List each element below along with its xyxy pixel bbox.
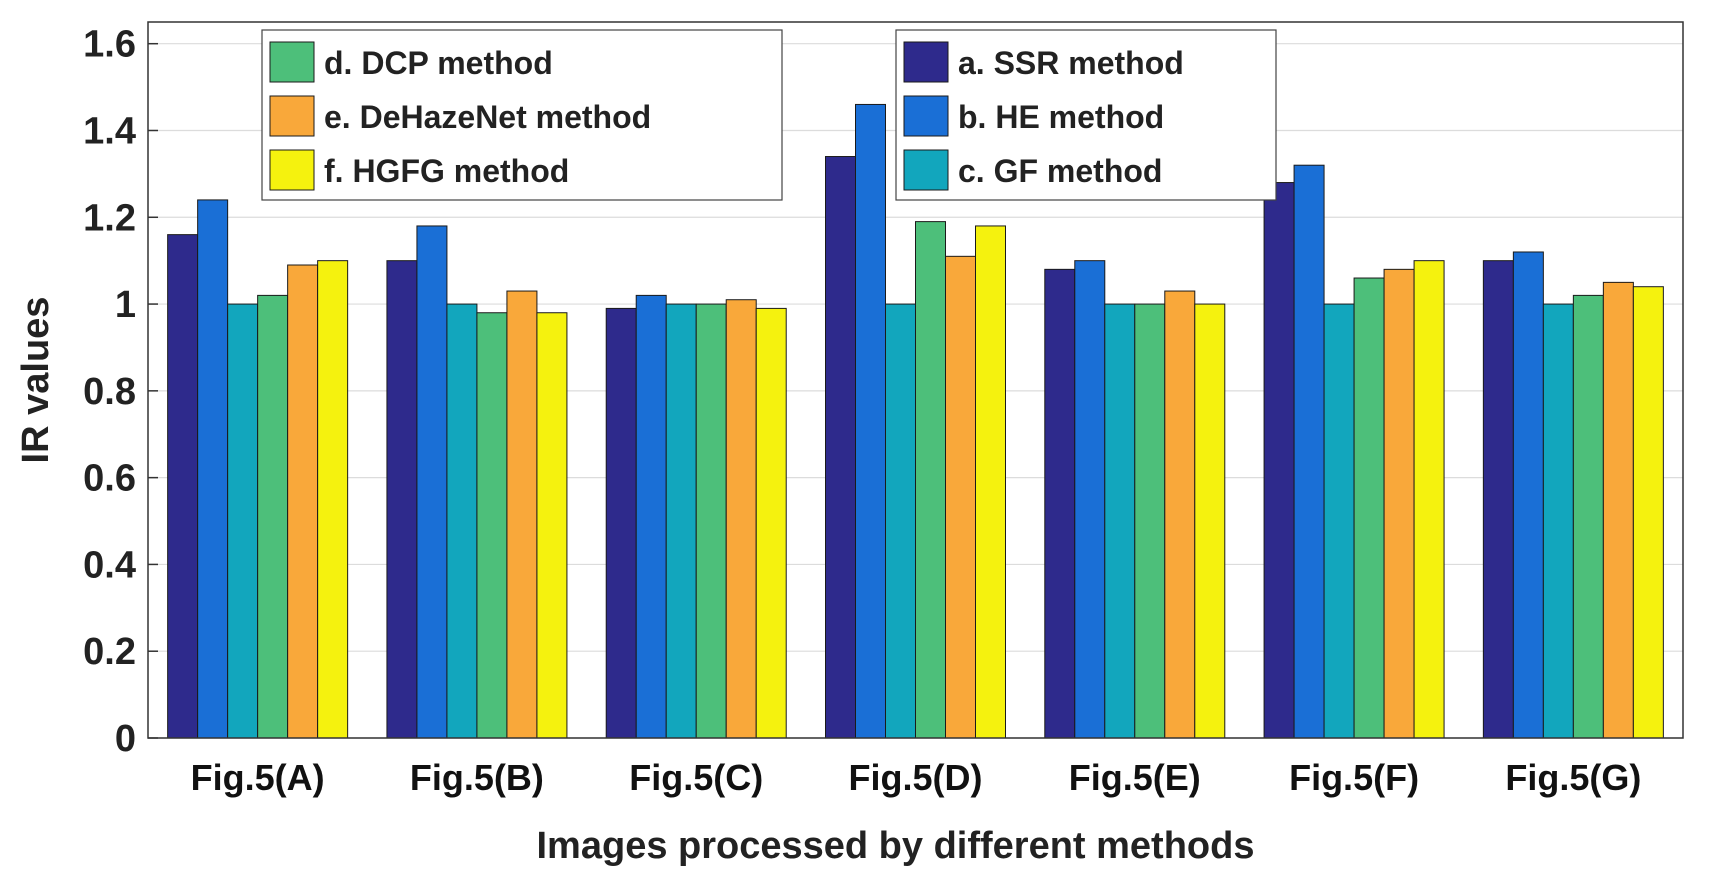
bar-fig5c-series-5 <box>725 299 757 739</box>
bar-fig5b-series-5 <box>506 290 538 739</box>
bar-fig5g-series-5 <box>1602 281 1634 739</box>
legend-label: f. HGFG method <box>324 153 569 189</box>
x-category-label: Fig.5(G) <box>1505 757 1641 798</box>
x-category-label: Fig.5(E) <box>1069 757 1201 798</box>
legend-swatch <box>269 95 315 137</box>
plot-frame <box>147 21 1684 739</box>
bar-fig5f-series-2 <box>1293 164 1325 739</box>
bar-fig5f-series-6 <box>1413 260 1445 739</box>
legend-box <box>895 29 1277 201</box>
bar-fig5b-series-1 <box>386 260 418 739</box>
bar-fig5e-series-3 <box>1104 303 1136 739</box>
x-category-label: Fig.5(D) <box>849 757 983 798</box>
bar-fig5c-series-1 <box>605 307 637 739</box>
bar-fig5d-series-6 <box>975 225 1006 739</box>
bar-fig5e-series-2 <box>1074 260 1106 739</box>
bar-fig5c-series-3 <box>665 303 697 739</box>
bars <box>167 103 1664 739</box>
y-tick-label: 1.4 <box>83 110 136 152</box>
legends: d. DCP method e. DeHazeNet method f. HGFG … <box>261 29 1277 201</box>
bar-fig5f-series-5 <box>1383 268 1415 739</box>
legend-label: b. HE method <box>958 99 1164 135</box>
legend-top-center: a. SSR method b. HE method c. GF method <box>895 29 1277 201</box>
y-tick-label: 0.6 <box>83 458 136 500</box>
legend-box <box>261 29 783 201</box>
y-tick-label: 1 <box>115 284 136 326</box>
legend-label: a. SSR method <box>958 45 1184 81</box>
bar-fig5e-series-1 <box>1044 268 1076 739</box>
x-axis-title: Images processed by different methods <box>537 825 1255 867</box>
bar-fig5e-series-4 <box>1134 303 1166 739</box>
bar-fig5a-series-2 <box>197 199 229 739</box>
bar-fig5f-series-3 <box>1323 303 1355 739</box>
legend-swatch <box>903 95 949 137</box>
x-axis-categories: Fig.5(A) Fig.5(B) Fig.5(C) Fig.5(D) Fig.5(E)… <box>191 757 1642 798</box>
bar-fig5g-series-2 <box>1512 251 1544 739</box>
bar-fig5g-series-3 <box>1542 303 1574 739</box>
x-category-label: Fig.5(F) <box>1289 757 1419 798</box>
x-category-label: Fig.5(B) <box>410 757 544 798</box>
bar-fig5c-series-4 <box>695 303 727 739</box>
bar-fig5d-series-1 <box>825 156 856 739</box>
bar-fig5a-series-1 <box>167 234 199 739</box>
x-category-label: Fig.5(C) <box>629 757 763 798</box>
bar-fig5a-series-3 <box>227 303 259 739</box>
bar-fig5g-series-1 <box>1482 260 1514 739</box>
y-tick-label: 0.2 <box>83 631 136 673</box>
bar-fig5d-series-2 <box>855 103 886 739</box>
bar-fig5c-series-6 <box>755 307 787 739</box>
y-tick-label: 0.8 <box>83 371 136 413</box>
legend-swatch <box>903 41 949 83</box>
legend-label: d. DCP method <box>324 45 553 81</box>
legend-swatch <box>269 41 315 83</box>
bar-fig5d-series-5 <box>945 255 976 739</box>
bar-fig5b-series-6 <box>536 312 568 739</box>
bar-fig5g-series-4 <box>1572 294 1604 739</box>
bar-fig5g-series-6 <box>1632 286 1664 739</box>
legend-swatch <box>269 149 315 191</box>
bar-fig5f-series-4 <box>1353 277 1385 739</box>
bar-fig5e-series-6 <box>1194 303 1226 739</box>
y-axis-ticks: 0 0.2 0.4 0.6 0.8 1 1.2 1.4 1.6 <box>83 24 158 760</box>
y-tick-label: 1.6 <box>83 24 136 66</box>
bar-fig5d-series-3 <box>885 303 916 739</box>
y-tick-label: 1.2 <box>83 197 136 239</box>
bar-fig5a-series-5 <box>287 264 319 739</box>
bar-fig5b-series-3 <box>446 303 478 739</box>
legend-label: e. DeHazeNet method <box>324 99 651 135</box>
y-axis-title: IR values <box>15 297 57 464</box>
bar-fig5e-series-5 <box>1164 290 1196 739</box>
bar-fig5a-series-4 <box>257 294 289 739</box>
legend-label: c. GF method <box>958 153 1162 189</box>
bar-fig5b-series-4 <box>476 312 508 739</box>
x-category-label: Fig.5(A) <box>191 757 325 798</box>
bar-fig5f-series-1 <box>1263 182 1295 739</box>
y-tick-label: 0 <box>115 718 136 760</box>
bar-fig5c-series-2 <box>635 294 667 739</box>
bar-fig5d-series-4 <box>915 221 946 739</box>
legend-top-left: d. DCP method e. DeHazeNet method f. HGFG … <box>261 29 783 201</box>
legend-swatch <box>903 149 949 191</box>
bar-fig5b-series-2 <box>416 225 448 739</box>
bar-fig5a-series-6 <box>317 260 349 739</box>
y-tick-label: 0.4 <box>83 544 136 586</box>
